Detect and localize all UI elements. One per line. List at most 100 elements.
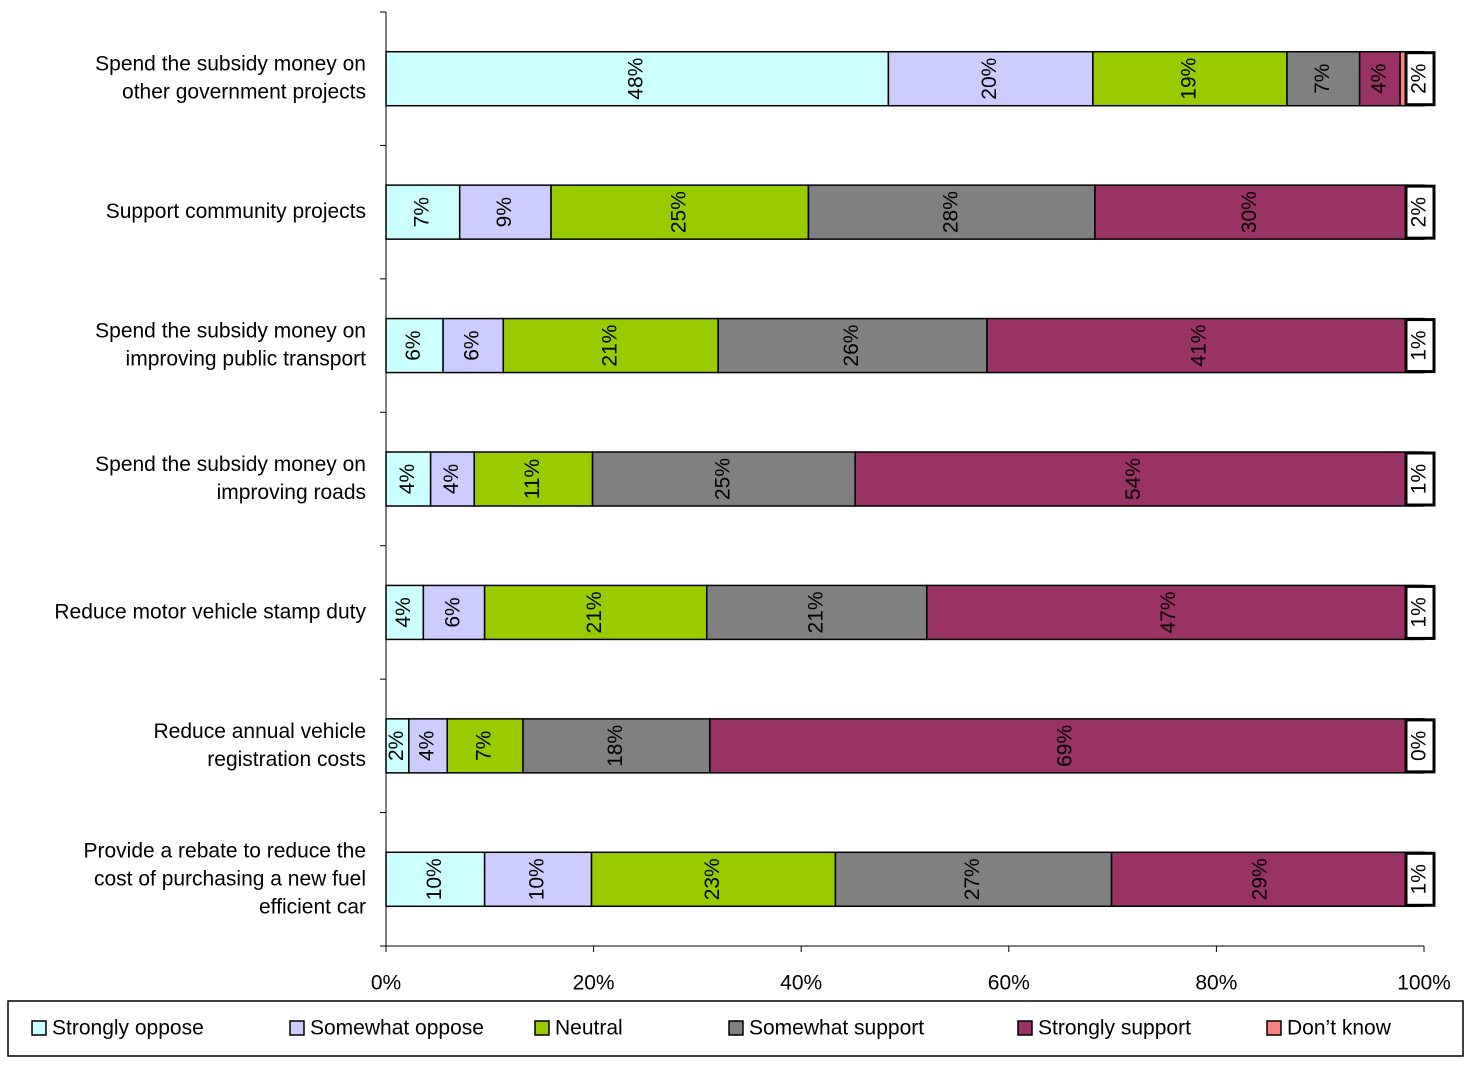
data-label: 7% [410, 197, 433, 227]
data-label-box [1404, 318, 1436, 374]
data-label: 21% [583, 591, 606, 633]
data-label-box [1404, 451, 1436, 507]
data-label: 26% [840, 325, 863, 367]
x-tick-label: 100% [1397, 972, 1451, 995]
data-label: 54% [1122, 458, 1145, 500]
data-label: 25% [711, 458, 734, 500]
bar-segment [807, 184, 1096, 240]
x-tick-label: 0% [371, 972, 401, 995]
bar-segment [590, 851, 837, 908]
data-label: 69% [1053, 725, 1076, 767]
bar-segment [834, 851, 1113, 908]
bar-segment [887, 50, 1094, 107]
data-label: 6% [402, 330, 425, 360]
y-tick-label: Provide a rebate to reduce the cost of pu… [83, 839, 366, 918]
y-tick-label: Reduce motor vehicle stamp duty [54, 600, 366, 623]
bar-segment [1358, 50, 1401, 107]
bar-segment [385, 50, 890, 107]
bar-segment [483, 584, 708, 641]
x-tick-label: 20% [573, 972, 615, 995]
y-tick-label: Spend the subsidy money on improving road… [95, 453, 366, 504]
legend-label: Strongly oppose [52, 1017, 204, 1040]
x-tick-label: 40% [780, 972, 822, 995]
data-label: 10% [526, 858, 549, 900]
legend-label: Strongly support [1038, 1017, 1191, 1040]
data-label: 25% [667, 191, 690, 233]
bar-segment [422, 584, 486, 641]
bar-segment [458, 184, 552, 240]
data-label: 0% [1408, 731, 1431, 761]
data-label: 30% [1238, 191, 1261, 233]
data-label: 4% [440, 464, 463, 494]
y-tick-label: Spend the subsidy money on other governme… [95, 52, 366, 103]
data-label: 29% [1249, 858, 1272, 900]
data-label: 4% [396, 464, 419, 494]
data-label: 2% [1408, 197, 1431, 227]
legend-swatch [289, 1020, 305, 1036]
data-label-box [1404, 51, 1436, 107]
x-tick-label: 60% [988, 972, 1030, 995]
bar-segment [522, 718, 711, 774]
bar-segment [446, 718, 524, 774]
data-label: 10% [423, 858, 446, 900]
legend-label: Neutral [555, 1017, 623, 1040]
data-label: 27% [961, 858, 984, 900]
data-label: 11% [521, 459, 544, 499]
data-label: 28% [939, 191, 962, 233]
legend-label: Don’t know [1287, 1017, 1392, 1040]
bar-segment [986, 317, 1414, 374]
y-tick-label: Spend the subsidy money on improving publ… [95, 319, 366, 370]
bar-segment [385, 184, 461, 240]
data-label-box [1404, 851, 1436, 907]
y-tick-label: Support community projects [106, 200, 366, 223]
bar-segment [709, 718, 1423, 774]
bar-segment [429, 451, 475, 507]
bar-segment [442, 317, 505, 374]
bar-segment [408, 718, 448, 774]
data-label: 4% [1367, 64, 1390, 94]
bar-segment [473, 451, 594, 507]
data-label: 2% [385, 731, 408, 761]
data-label-box [1404, 184, 1436, 240]
data-label: 1% [1408, 330, 1431, 360]
x-tick-label: 80% [1195, 972, 1237, 995]
data-label: 2% [1408, 64, 1431, 94]
data-label: 47% [1157, 591, 1180, 633]
legend-swatch [31, 1020, 47, 1036]
legend-swatch [728, 1020, 744, 1036]
data-label: 7% [473, 731, 496, 761]
bar-segment [705, 584, 928, 641]
data-label: 4% [392, 597, 415, 627]
data-label: 48% [625, 58, 648, 100]
data-label: 19% [1177, 58, 1200, 100]
data-label: 6% [442, 597, 465, 627]
bar-segment [385, 584, 425, 641]
y-tick-label: Reduce annual vehicle registration costs [154, 719, 366, 770]
data-label-box [1404, 584, 1436, 640]
data-label: 1% [1408, 464, 1431, 494]
data-label-box [1404, 718, 1436, 774]
legend-swatch [534, 1020, 550, 1036]
data-label: 4% [416, 731, 439, 761]
legend-label: Somewhat support [749, 1017, 924, 1040]
legend-swatch [1266, 1020, 1282, 1036]
data-label: 20% [978, 58, 1001, 100]
data-label: 23% [701, 858, 724, 900]
bar-segment [1110, 851, 1412, 908]
data-label: 9% [493, 197, 516, 227]
bar-segment [385, 317, 444, 374]
data-label: 21% [804, 591, 827, 633]
data-label: 7% [1311, 64, 1334, 94]
bar-segment [502, 317, 719, 374]
data-label: 18% [604, 725, 627, 767]
data-label: 41% [1187, 325, 1210, 367]
bar-segment [385, 851, 486, 908]
bar-segment [550, 184, 810, 240]
bar-segment [1286, 50, 1361, 107]
data-label: 21% [598, 325, 621, 367]
legend-label: Somewhat oppose [310, 1017, 484, 1040]
data-label: 1% [1408, 597, 1431, 627]
bar-segment [926, 584, 1414, 641]
data-label: 1% [1408, 864, 1431, 894]
